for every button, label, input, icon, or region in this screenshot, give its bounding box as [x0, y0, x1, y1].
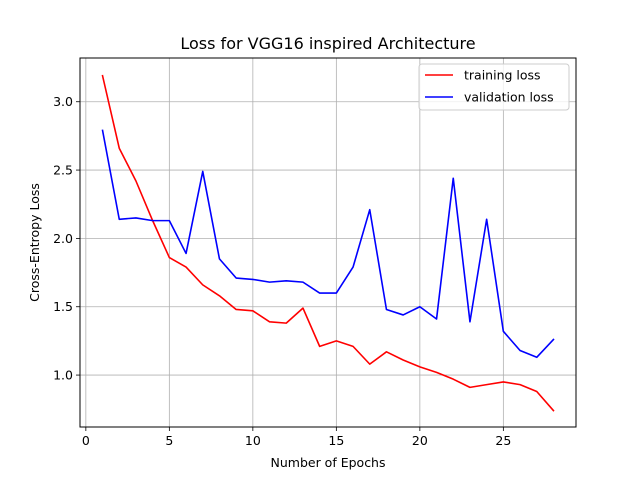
- legend-box: [418, 63, 570, 111]
- x-tick-label: 10: [245, 433, 261, 448]
- legend: training loss validation loss: [418, 63, 570, 111]
- axes-frame: [79, 57, 577, 428]
- y-axis-label: Cross-Entropy Loss: [27, 183, 42, 302]
- x-tick-label: 5: [165, 433, 173, 448]
- x-tick-label: 25: [495, 433, 511, 448]
- y-tick-label: 3.0: [53, 94, 73, 109]
- series-lines: [101, 74, 555, 412]
- y-tick-label: 2.5: [53, 163, 73, 178]
- legend-label-training-loss: training loss: [464, 68, 541, 83]
- y-tick-label: 2.0: [53, 231, 73, 246]
- series-line-training-loss: [101, 74, 555, 412]
- legend-label-validation-loss: validation loss: [464, 90, 554, 105]
- x-tick-label: 20: [412, 433, 428, 448]
- x-tick-label: 15: [328, 433, 344, 448]
- x-axis-label: Number of Epochs: [271, 455, 386, 470]
- chart-title: Loss for VGG16 inspired Architecture: [180, 34, 475, 53]
- y-tick-label: 1.0: [53, 368, 73, 383]
- y-tick-label: 1.5: [53, 299, 73, 314]
- axis-ticks: 0 5 10 15 20 25 1.0 1.5 2.0 2.5 3.0: [53, 94, 511, 448]
- series-line-validation-loss: [101, 129, 555, 359]
- x-tick-label: 0: [82, 433, 90, 448]
